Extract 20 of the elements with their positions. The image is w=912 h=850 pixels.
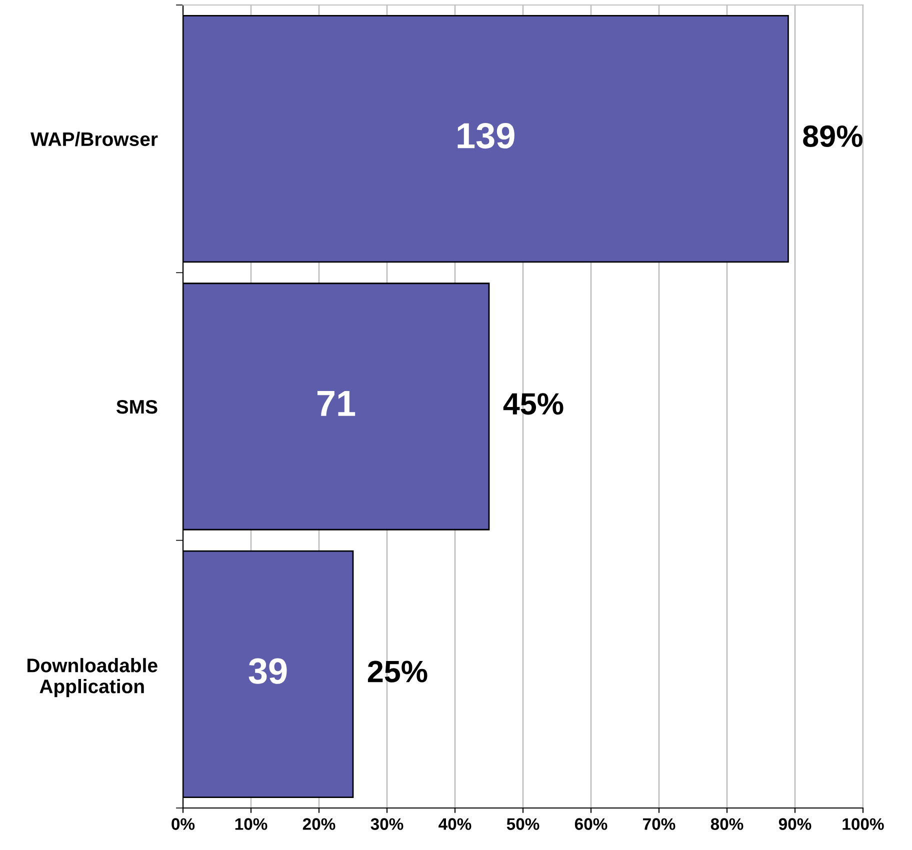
y-tick-label: SMS [116, 400, 158, 414]
x-tick-label: 20% [302, 818, 336, 830]
annotation: 139 [458, 122, 514, 149]
annotation: 39 [248, 658, 287, 684]
annotation: 71 [317, 390, 356, 416]
data-label: 89% [803, 125, 862, 148]
x-tick-label: 0% [172, 818, 195, 830]
y-tick-label: WAP/Browser [30, 132, 158, 146]
x-tick-label: 90% [778, 818, 812, 830]
data-label: 45% [503, 393, 564, 415]
x-tick-label: 60% [574, 818, 608, 830]
x-tick-label: 30% [370, 818, 404, 830]
y-tick-label: Downloadable Application [28, 658, 158, 698]
x-tick-label: 80% [710, 818, 744, 830]
x-tick-label: 40% [438, 818, 472, 830]
x-tick-label: 10% [235, 818, 268, 830]
x-tick-label: 70% [643, 818, 676, 830]
data-label: 25% [368, 660, 428, 682]
x-tick-label: 100% [842, 818, 884, 830]
x-tick-label: 50% [506, 818, 540, 830]
